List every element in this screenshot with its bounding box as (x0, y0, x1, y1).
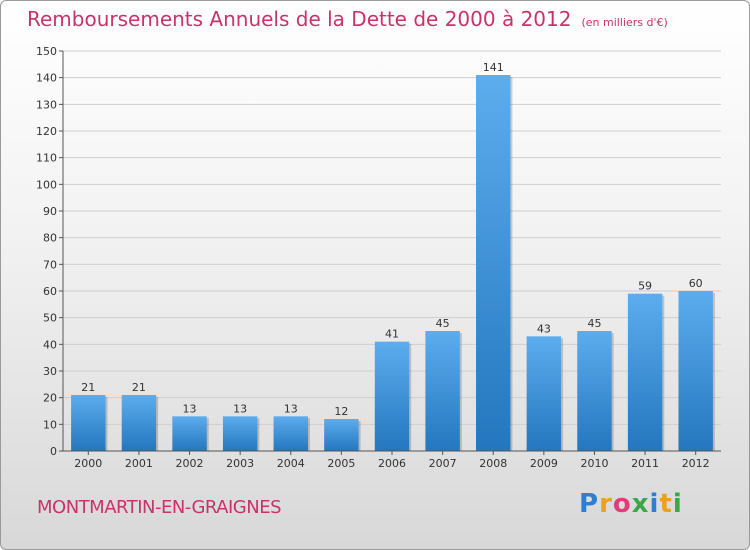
data-label-2012: 60 (689, 277, 703, 290)
y-tick-label-60: 60 (43, 285, 57, 298)
bar-2002 (172, 416, 207, 451)
x-tick-label-2007: 2007 (429, 457, 457, 470)
y-tick-label-10: 10 (43, 418, 57, 431)
data-label-2004: 13 (284, 402, 298, 415)
chart-title: Remboursements Annuels de la Dette de 20… (27, 7, 668, 31)
data-label-2001: 21 (132, 381, 146, 394)
x-tick-label-2004: 2004 (277, 457, 305, 470)
y-tick-label-110: 110 (36, 152, 57, 165)
y-tick-label-70: 70 (43, 258, 57, 271)
y-tick-label-20: 20 (43, 392, 57, 405)
bar-2008 (476, 75, 511, 451)
y-tick-label-150: 150 (36, 45, 57, 58)
x-tick-label-2008: 2008 (479, 457, 507, 470)
y-tick-label-90: 90 (43, 205, 57, 218)
data-label-2010: 45 (587, 317, 601, 330)
y-tick-label-120: 120 (36, 125, 57, 138)
y-tick-label-140: 140 (36, 72, 57, 85)
data-label-2000: 21 (81, 381, 95, 394)
bar-2003 (222, 416, 258, 451)
x-tick-label-2003: 2003 (226, 457, 254, 470)
bar-2010 (577, 331, 612, 451)
y-tick-label-40: 40 (43, 338, 57, 351)
x-tick-label-2010: 2010 (580, 457, 608, 470)
x-tick-label-2009: 2009 (530, 457, 558, 470)
x-tick-label-2006: 2006 (378, 457, 406, 470)
bar-2001 (121, 395, 157, 451)
data-label-2008: 141 (483, 61, 504, 74)
data-label-2007: 45 (436, 317, 450, 330)
bar-2006 (374, 341, 410, 451)
bar-2004 (273, 416, 308, 451)
chart-subtitle: (en milliers d'€) (581, 16, 668, 29)
x-tick-label-2002: 2002 (176, 457, 204, 470)
x-tick-label-2001: 2001 (125, 457, 153, 470)
data-label-2009: 43 (537, 322, 551, 335)
data-label-2005: 12 (334, 405, 348, 418)
y-tick-label-100: 100 (36, 178, 57, 191)
bar-2005 (324, 419, 359, 451)
bar-2000 (71, 395, 106, 451)
y-tick-label-80: 80 (43, 232, 57, 245)
bar-2009 (526, 336, 562, 451)
commune-name: MONTMARTIN-EN-GRAIGNES (37, 497, 282, 518)
proxiti-logo: Proxiti (579, 489, 683, 519)
y-tick-label-130: 130 (36, 98, 57, 111)
data-label-2011: 59 (638, 280, 652, 293)
x-tick-label-2005: 2005 (327, 457, 355, 470)
bar-2011 (627, 293, 663, 451)
x-tick-label-2000: 2000 (74, 457, 102, 470)
data-label-2006: 41 (385, 328, 399, 341)
y-tick-label-50: 50 (43, 312, 57, 325)
bar-2007 (425, 331, 460, 451)
bar-2012 (678, 291, 713, 451)
x-tick-label-2011: 2011 (631, 457, 659, 470)
data-label-2003: 13 (233, 402, 247, 415)
data-label-2002: 13 (183, 402, 197, 415)
y-tick-label-0: 0 (50, 445, 57, 458)
x-tick-label-2012: 2012 (682, 457, 710, 470)
chart-title-text: Remboursements Annuels de la Dette de 20… (27, 7, 572, 31)
y-tick-label-30: 30 (43, 365, 57, 378)
